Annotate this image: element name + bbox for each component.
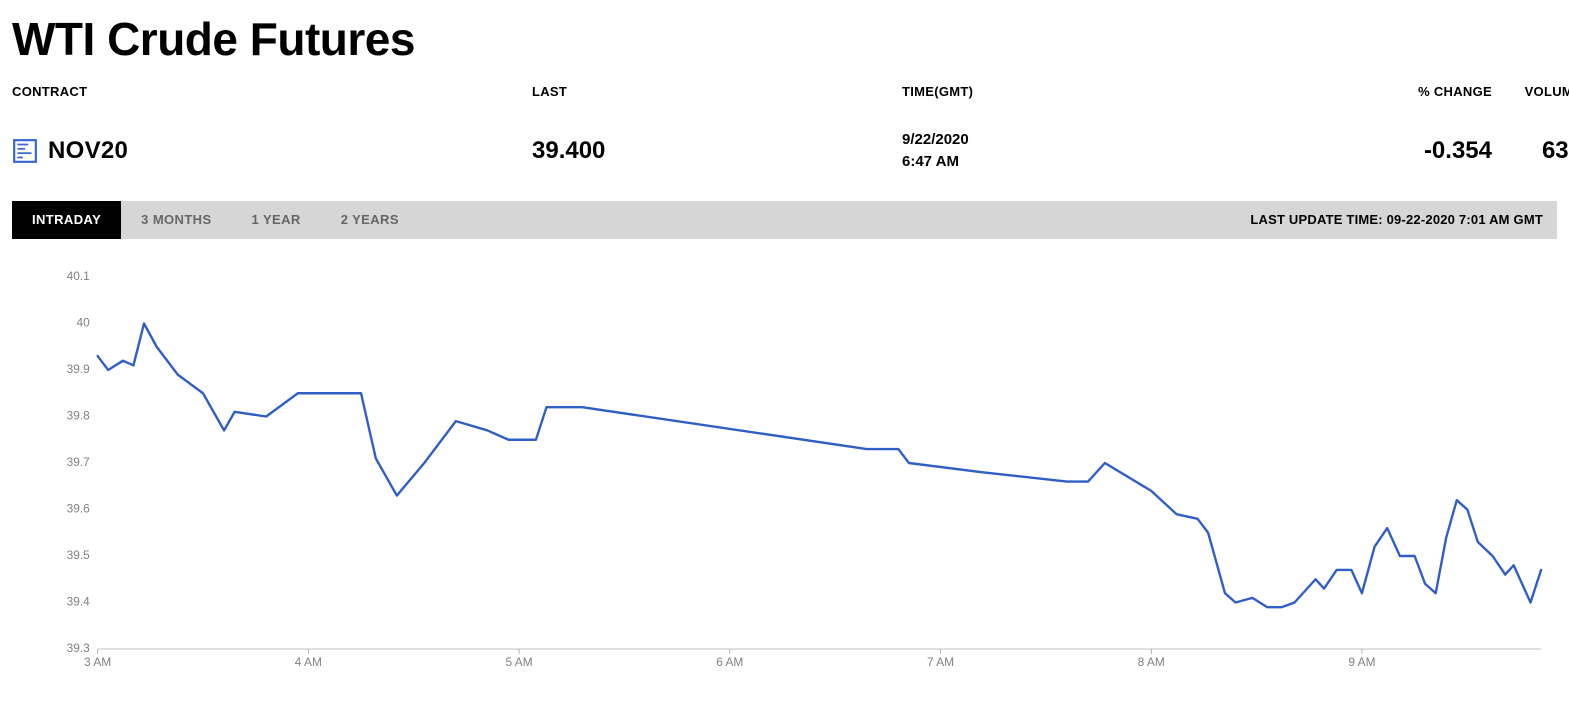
time-cell: 9/22/2020 6:47 AM <box>902 129 1342 173</box>
y-tick-label: 39.6 <box>67 501 90 515</box>
x-tick-label: 5 AM <box>506 654 533 668</box>
y-tick-label: 39.8 <box>67 408 90 422</box>
tab-1-year[interactable]: 1 YEAR <box>232 201 321 239</box>
tabs-container: INTRADAY3 MONTHS1 YEAR2 YEARS <box>12 201 419 239</box>
time-date: 9/22/2020 <box>902 129 1342 151</box>
chart-icon <box>12 138 38 164</box>
y-tick-label: 39.5 <box>67 548 90 562</box>
table-header-row: CONTRACT LAST TIME(GMT) % CHANGE VOLUME <box>12 84 1557 99</box>
y-tick-label: 40.1 <box>67 269 90 283</box>
page-title: WTI Crude Futures <box>12 12 1557 66</box>
volume-cell: 631 <box>1492 137 1569 165</box>
header-contract: CONTRACT <box>12 84 532 99</box>
x-tick-label: 8 AM <box>1138 654 1165 668</box>
y-tick-label: 39.4 <box>67 594 90 608</box>
contract-cell[interactable]: NOV20 <box>12 137 532 165</box>
price-line <box>98 323 1541 607</box>
y-tick-label: 39.9 <box>67 362 90 376</box>
x-tick-label: 9 AM <box>1348 654 1375 668</box>
header-last: LAST <box>532 84 902 99</box>
x-tick-label: 7 AM <box>927 654 954 668</box>
tab-intraday[interactable]: INTRADAY <box>12 201 121 239</box>
x-tick-label: 4 AM <box>295 654 322 668</box>
y-tick-label: 39.3 <box>67 641 90 655</box>
last-update-label: LAST UPDATE TIME: 09-22-2020 7:01 AM GMT <box>1250 212 1557 227</box>
y-tick-label: 39.7 <box>67 455 90 469</box>
time-clock: 6:47 AM <box>902 151 1342 173</box>
chart-area: 39.3 39.4 39.5 39.6 39.7 39.8 39.9 40 40.1 3 AM 4 … <box>12 261 1557 701</box>
x-tick-label: 3 AM <box>84 654 111 668</box>
x-tick-label: 6 AM <box>716 654 743 668</box>
header-time: TIME(GMT) <box>902 84 1342 99</box>
tab-2-years[interactable]: 2 YEARS <box>321 201 419 239</box>
header-volume: VOLUME <box>1492 84 1569 99</box>
y-tick-label: 40 <box>77 315 91 329</box>
change-cell: -0.354 <box>1342 137 1492 165</box>
tab-bar: INTRADAY3 MONTHS1 YEAR2 YEARS LAST UPDAT… <box>12 201 1557 239</box>
header-change: % CHANGE <box>1342 84 1492 99</box>
table-row: NOV20 39.400 9/22/2020 6:47 AM -0.354 63… <box>12 129 1557 173</box>
price-chart: 39.3 39.4 39.5 39.6 39.7 39.8 39.9 40 40.1 3 AM 4 … <box>62 271 1547 671</box>
contract-name: NOV20 <box>48 137 128 165</box>
tab-3-months[interactable]: 3 MONTHS <box>121 201 231 239</box>
last-cell: 39.400 <box>532 137 902 165</box>
